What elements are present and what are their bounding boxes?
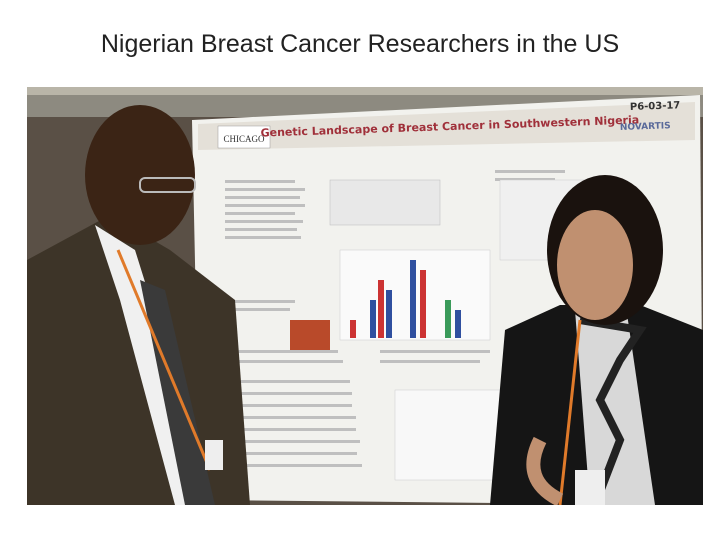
woman [490, 175, 703, 505]
slide-title: Nigerian Breast Cancer Researchers in th… [101, 30, 619, 58]
poster-institution: CHICAGO [223, 134, 265, 144]
man [27, 105, 250, 505]
poster-id: P6-03-17 [630, 100, 681, 113]
poster-logo: NOVARTIS [620, 121, 671, 133]
poster-chart [339, 249, 491, 341]
photo: CHICAGO Genetic Landscape of Breast Canc… [27, 87, 703, 505]
